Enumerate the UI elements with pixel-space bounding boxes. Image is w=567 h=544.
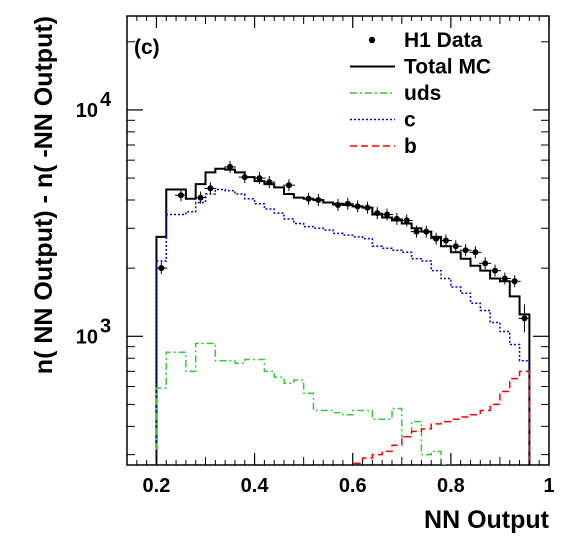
data-point <box>174 189 187 202</box>
legend-entry: H1 Data <box>368 29 483 52</box>
data-point <box>390 212 403 225</box>
data-point <box>238 171 251 184</box>
x-tick-label: 0.4 <box>241 475 270 497</box>
data-point <box>469 246 482 259</box>
data-point <box>371 207 384 220</box>
data-point <box>312 194 325 207</box>
legend-label: b <box>404 135 417 158</box>
legend-label: H1 Data <box>404 29 483 52</box>
x-tick-label: 0.6 <box>339 475 367 497</box>
data-point <box>204 182 217 195</box>
legend-entry: uds <box>350 82 441 105</box>
data-point <box>489 264 502 277</box>
data-point <box>155 262 168 275</box>
data-point <box>361 201 374 214</box>
x-tick-label: 0.8 <box>437 475 465 497</box>
data-point <box>459 244 472 257</box>
data-point <box>449 240 462 253</box>
series-total-mc <box>155 167 531 465</box>
data-point <box>351 200 364 213</box>
data-point <box>439 234 452 247</box>
x-tick-label: 0.2 <box>143 475 171 497</box>
data-point <box>381 208 394 221</box>
legend-label: c <box>404 109 416 132</box>
data-point <box>518 304 531 333</box>
series-c <box>155 188 531 465</box>
legend-label: uds <box>404 82 441 105</box>
legend-marker <box>368 36 376 44</box>
y-tick-label: 10 <box>76 326 98 348</box>
y-tick-exponent: 4 <box>100 89 112 111</box>
series-b <box>155 370 531 465</box>
data-point <box>430 232 443 245</box>
data-point <box>194 191 207 204</box>
x-axis-title: NN Output <box>424 506 550 534</box>
data-point <box>508 275 521 288</box>
y-axis-title: n( NN Output) - n( -NN Output) <box>30 16 58 374</box>
data-point <box>253 172 266 185</box>
legend-label: Total MC <box>404 56 491 79</box>
y-tick-exponent: 3 <box>100 315 111 337</box>
y-tick-label: 10 <box>76 100 98 122</box>
data-point <box>224 160 237 173</box>
data-point <box>420 225 433 238</box>
plot-frame <box>126 15 550 466</box>
data-point <box>263 176 276 189</box>
panel-label: (c) <box>134 36 160 59</box>
data-point <box>479 257 492 270</box>
x-tick-label: 1 <box>543 475 554 497</box>
legend-entry: c <box>350 109 416 132</box>
legend-entry: Total MC <box>350 56 491 79</box>
data-point <box>341 197 354 210</box>
data-point <box>498 272 511 285</box>
series-uds <box>155 342 531 465</box>
data-point <box>332 199 344 212</box>
data-point <box>282 179 295 192</box>
data-point <box>302 192 315 205</box>
legend-entry: b <box>350 135 417 158</box>
data-point <box>400 214 413 227</box>
